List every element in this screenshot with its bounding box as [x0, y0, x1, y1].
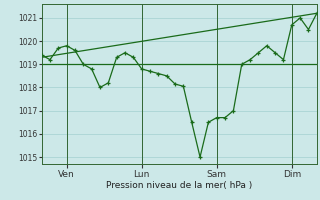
X-axis label: Pression niveau de la mer( hPa ): Pression niveau de la mer( hPa )	[106, 181, 252, 190]
